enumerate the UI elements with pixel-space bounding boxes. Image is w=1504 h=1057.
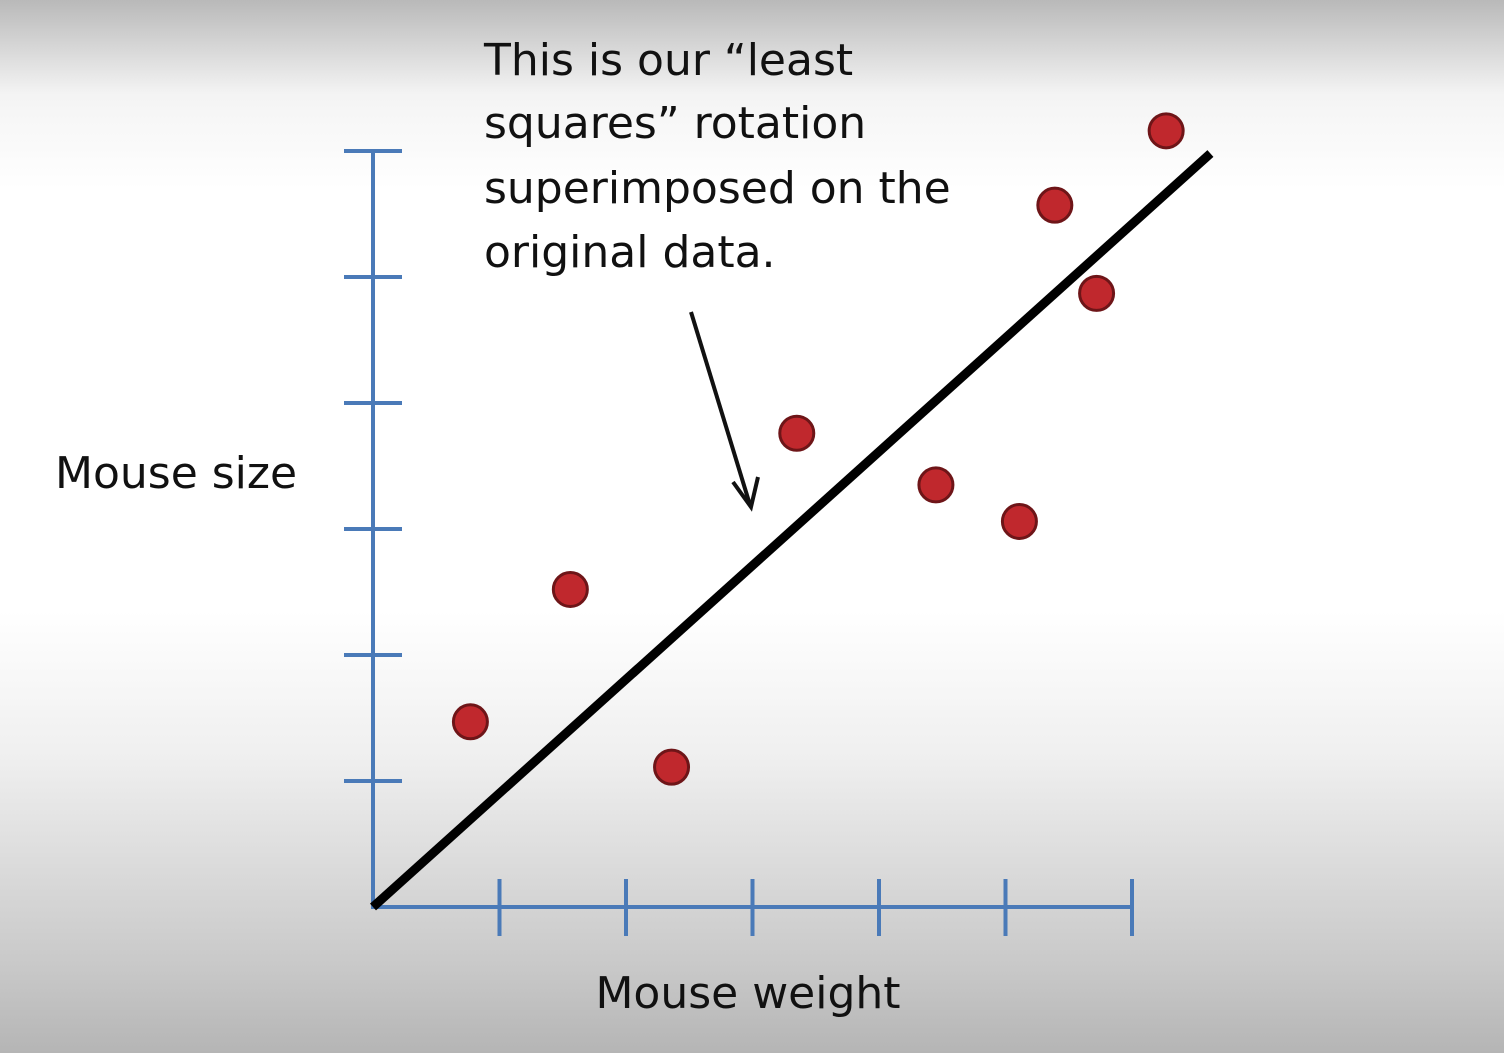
data-point	[1000, 502, 1038, 540]
data-point	[1147, 112, 1185, 150]
y-axis-label: Mouse size	[55, 448, 297, 499]
data-point	[451, 703, 489, 741]
annotation-line: squares” rotation	[484, 98, 866, 149]
annotation-arrow	[689, 311, 760, 512]
data-point	[551, 570, 589, 608]
data-point	[778, 414, 816, 452]
annotation-line: superimposed on the	[484, 163, 951, 214]
x-axis-label: Mouse weight	[595, 968, 900, 1019]
annotation-line: This is our “least	[483, 35, 853, 86]
annotation-line: original data.	[484, 227, 776, 278]
data-point	[653, 748, 691, 786]
data-point	[1078, 274, 1116, 312]
data-point	[917, 466, 955, 504]
data-point	[1036, 186, 1074, 224]
fit-line	[369, 150, 1214, 911]
